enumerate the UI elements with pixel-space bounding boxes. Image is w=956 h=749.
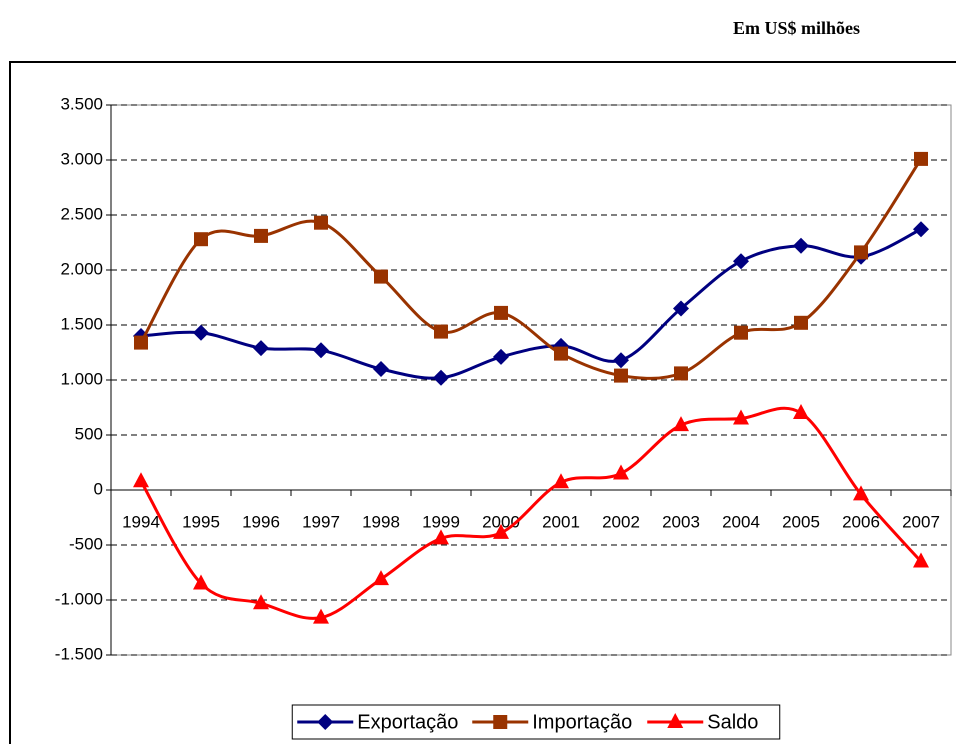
marker [313,342,329,359]
marker [433,369,449,386]
x-tick-label: 1994 [122,512,160,531]
marker [614,368,628,383]
y-tick-label: 1.000 [60,369,103,388]
marker [613,464,629,480]
marker [667,713,684,728]
marker [193,324,209,341]
marker [433,529,449,545]
marker [673,416,689,432]
marker [553,473,569,489]
y-tick-label: 500 [75,424,103,443]
x-tick-label: 2006 [842,512,880,531]
marker [373,361,389,377]
marker [194,232,208,247]
x-tick-label: 1997 [302,512,340,531]
marker [193,574,209,590]
marker [317,714,334,730]
x-tick-label: 2002 [602,512,640,531]
x-tick-label: 2004 [722,512,760,531]
y-tick-label: -1.500 [55,644,103,663]
y-tick-label: 1.500 [60,314,103,333]
marker [493,715,508,729]
marker [793,237,809,254]
marker [613,352,629,369]
x-tick-label: 1998 [362,512,400,531]
x-tick-label: 2007 [902,512,940,531]
y-tick-label: 2.500 [60,204,103,223]
marker [733,253,749,270]
y-tick-label: 3.500 [60,94,103,113]
x-tick-label: 1995 [182,512,220,531]
y-tick-label: 2.000 [60,259,103,278]
marker [493,523,509,539]
x-tick-label: 2001 [542,512,580,531]
x-tick-label: 1999 [422,512,460,531]
marker [674,366,688,381]
marker [374,269,388,284]
legend: Exportação Importação Saldo [291,704,781,740]
marker [494,305,508,320]
marker [793,404,809,419]
marker [913,221,929,238]
x-tick-label: 2005 [782,512,820,531]
y-tick-label: 0 [94,479,103,498]
marker [314,215,328,230]
marker [853,485,869,501]
y-tick-label: -500 [69,534,103,553]
legend-label: Saldo [707,711,758,733]
marker [253,594,269,610]
marker [373,570,389,586]
y-tick-label: 3.000 [60,149,103,168]
marker [913,552,929,568]
marker [313,608,329,624]
x-tick-label: 1996 [242,512,280,531]
chart-title: Em US$ milhões [733,18,860,38]
y-tick-label: -1.000 [55,589,103,608]
marker [493,348,509,365]
marker [854,245,868,260]
marker [734,325,748,340]
marker [434,324,448,339]
marker [673,300,689,317]
marker [554,346,568,361]
chart-frame [9,61,956,749]
marker [253,340,269,357]
marker [254,228,268,243]
marker [794,315,808,330]
marker [134,335,148,350]
marker [133,472,149,488]
x-tick-label: 2003 [662,512,700,531]
legend-label: Importação [532,711,632,733]
marker [733,409,749,425]
marker [914,151,928,166]
legend-label: Exportação [357,711,458,733]
